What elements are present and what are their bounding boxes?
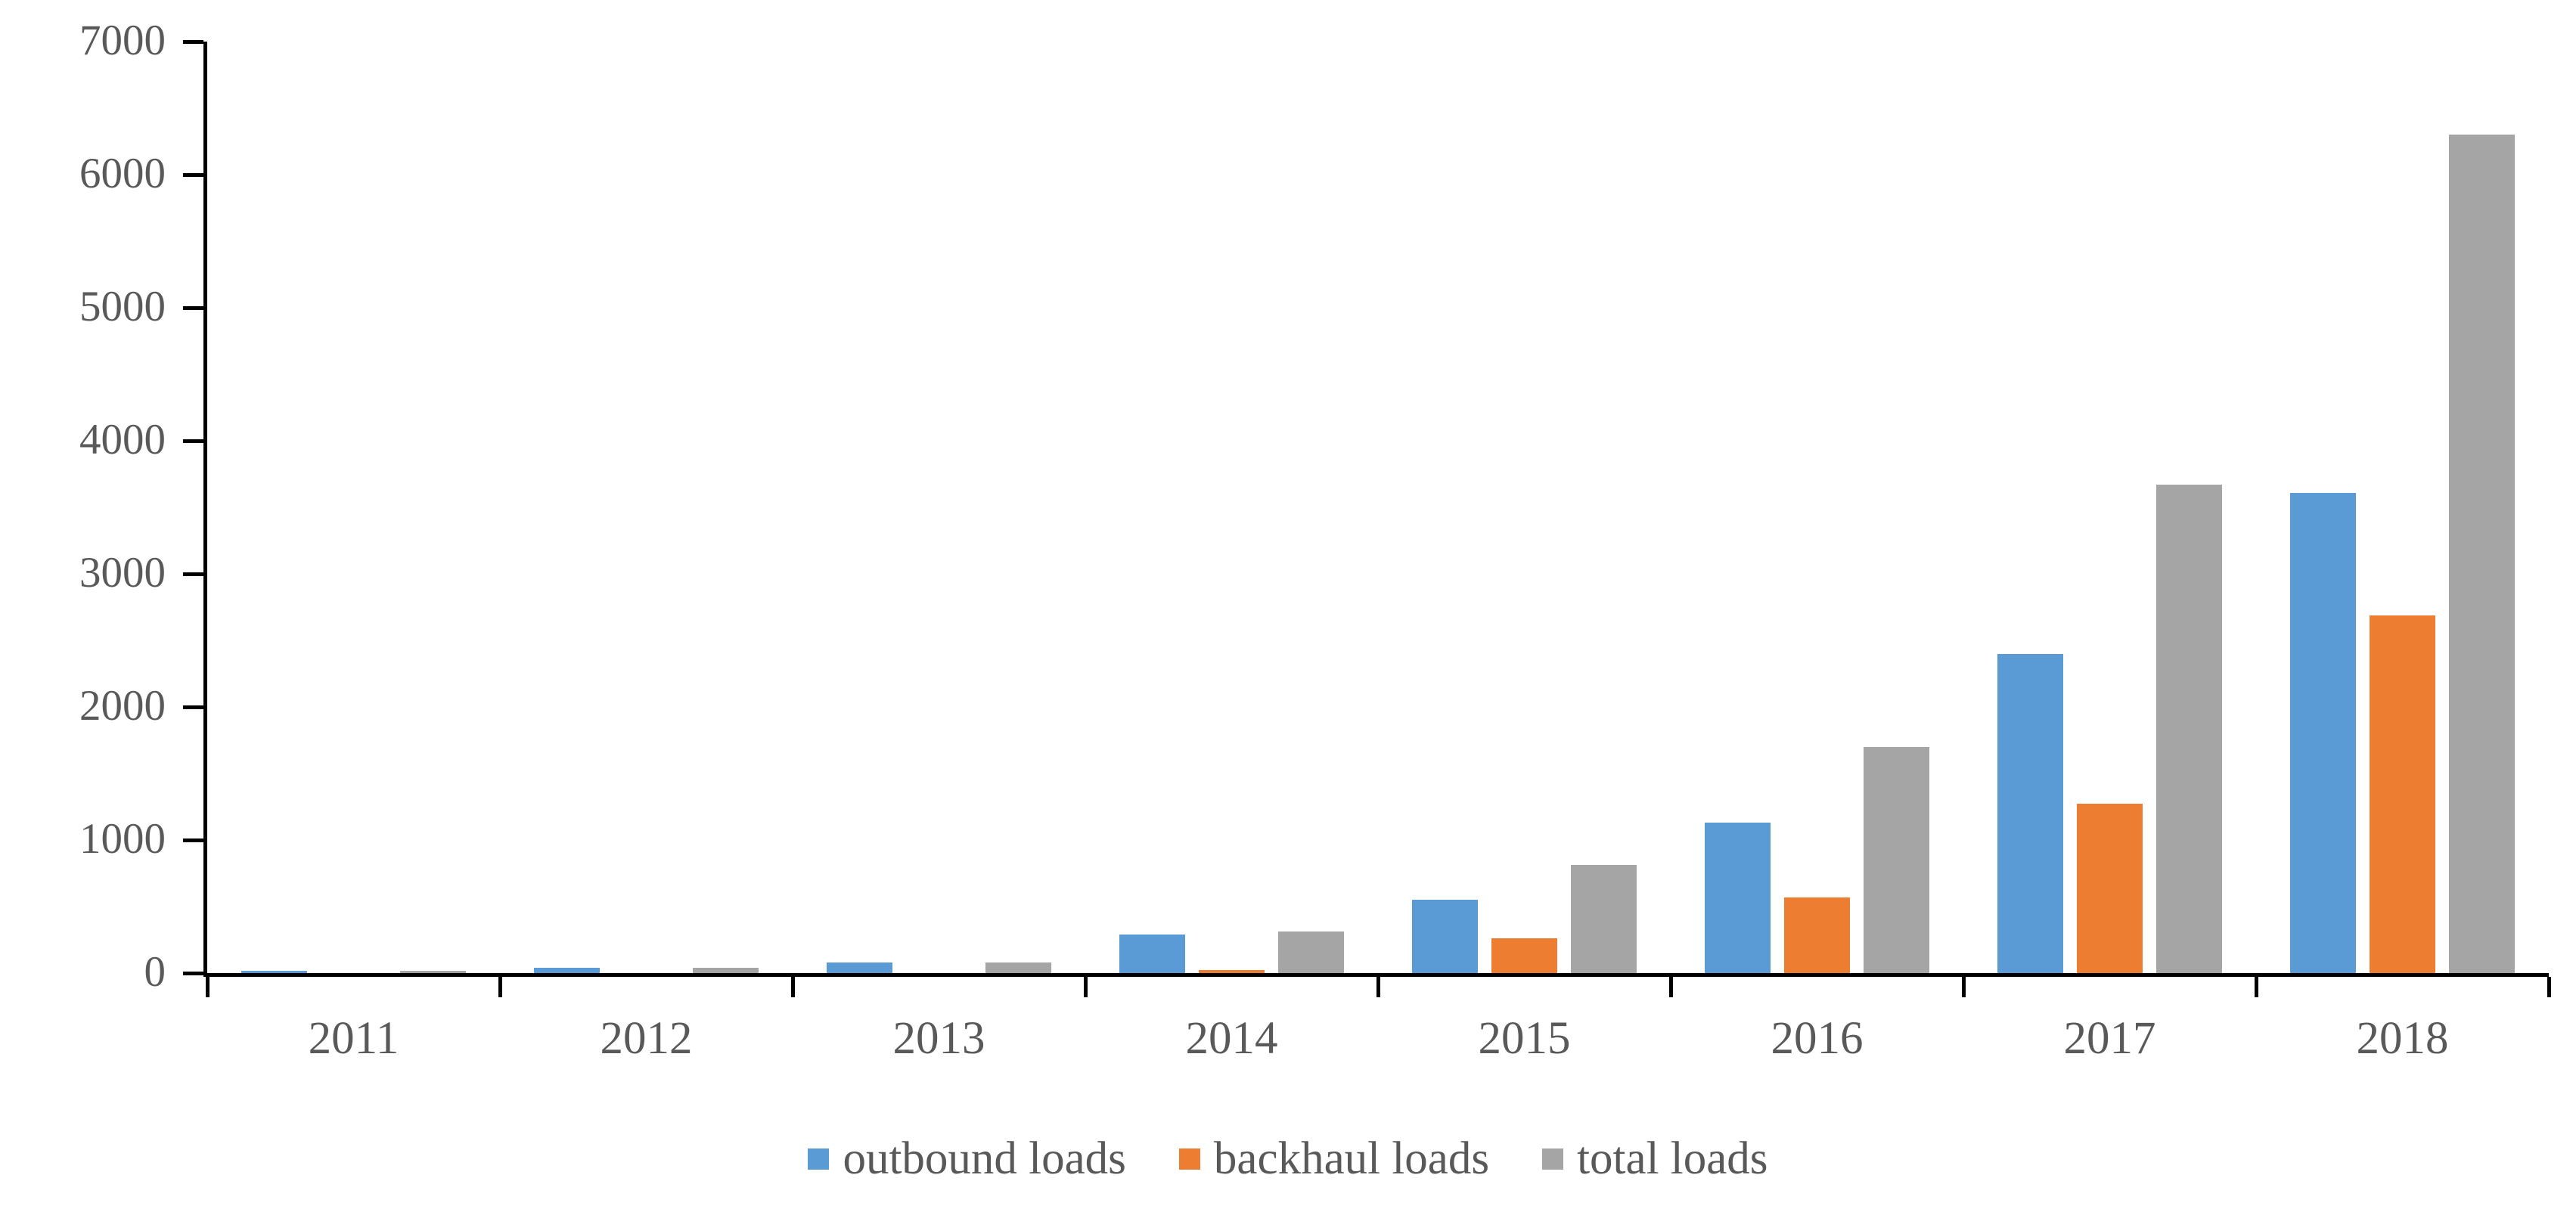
y-tick bbox=[183, 972, 203, 975]
bar-outbound-loads bbox=[827, 962, 892, 973]
bar-outbound-loads bbox=[2290, 493, 2356, 973]
x-category-label: 2013 bbox=[793, 1012, 1085, 1065]
legend-item: outbound loads bbox=[808, 1133, 1125, 1186]
x-tick bbox=[2547, 977, 2551, 997]
x-category-label: 2015 bbox=[1378, 1012, 1671, 1065]
bar-outbound-loads bbox=[241, 971, 307, 973]
bar-chart: 0100020003000400050006000700020112012201… bbox=[0, 0, 2576, 1212]
legend-label: backhaul loads bbox=[1214, 1133, 1489, 1186]
x-category-label: 2016 bbox=[1671, 1012, 1963, 1065]
x-tick bbox=[2255, 977, 2258, 997]
bar-total-loads bbox=[1278, 931, 1344, 973]
y-tick bbox=[183, 40, 203, 44]
y-tick-label: 4000 bbox=[79, 415, 166, 464]
bar-backhaul-loads bbox=[2370, 615, 2435, 973]
y-tick-label: 3000 bbox=[79, 548, 166, 597]
x-tick bbox=[791, 977, 795, 997]
bar-backhaul-loads bbox=[1491, 938, 1557, 973]
x-tick bbox=[1962, 977, 1966, 997]
legend-swatch bbox=[808, 1148, 829, 1170]
y-tick bbox=[183, 306, 203, 310]
legend-label: total loads bbox=[1577, 1133, 1768, 1186]
bar-total-loads bbox=[693, 968, 759, 973]
legend: outbound loads backhaul loads total loads bbox=[0, 1133, 2576, 1186]
bar-outbound-loads bbox=[1705, 823, 1771, 973]
legend-swatch bbox=[1179, 1148, 1200, 1170]
x-tick bbox=[498, 977, 502, 997]
y-tick-label: 2000 bbox=[79, 681, 166, 730]
bar-outbound-loads bbox=[1997, 654, 2063, 973]
y-tick bbox=[183, 838, 203, 842]
legend-swatch bbox=[1542, 1148, 1563, 1170]
x-category-label: 2018 bbox=[2256, 1012, 2549, 1065]
legend-label: outbound loads bbox=[843, 1133, 1125, 1186]
bar-outbound-loads bbox=[1119, 935, 1185, 973]
x-tick bbox=[1376, 977, 1380, 997]
x-category-label: 2014 bbox=[1085, 1012, 1378, 1065]
bar-backhaul-loads bbox=[2077, 804, 2143, 973]
y-tick-label: 0 bbox=[144, 947, 166, 997]
bar-total-loads bbox=[1571, 865, 1637, 973]
y-tick bbox=[183, 705, 203, 709]
x-tick bbox=[1084, 977, 1088, 997]
y-axis-line bbox=[203, 42, 207, 973]
legend-item: total loads bbox=[1542, 1133, 1768, 1186]
y-tick-label: 5000 bbox=[79, 282, 166, 331]
x-tick bbox=[206, 977, 209, 997]
legend-item: backhaul loads bbox=[1179, 1133, 1489, 1186]
y-tick bbox=[183, 572, 203, 576]
bar-total-loads bbox=[400, 971, 466, 973]
x-category-label: 2011 bbox=[207, 1012, 500, 1065]
bar-total-loads bbox=[985, 962, 1051, 973]
bar-backhaul-loads bbox=[1784, 897, 1850, 973]
bar-backhaul-loads bbox=[1199, 970, 1265, 973]
x-category-label: 2012 bbox=[500, 1012, 793, 1065]
bar-outbound-loads bbox=[1412, 900, 1478, 973]
bar-total-loads bbox=[1864, 747, 1929, 973]
bar-total-loads bbox=[2156, 485, 2222, 973]
bar-total-loads bbox=[2449, 135, 2515, 973]
bar-outbound-loads bbox=[534, 968, 600, 973]
y-tick bbox=[183, 439, 203, 443]
x-category-label: 2017 bbox=[1963, 1012, 2256, 1065]
y-tick-label: 1000 bbox=[79, 814, 166, 863]
y-tick-label: 7000 bbox=[79, 16, 166, 65]
y-tick-label: 6000 bbox=[79, 149, 166, 198]
y-tick bbox=[183, 173, 203, 177]
x-tick bbox=[1669, 977, 1673, 997]
